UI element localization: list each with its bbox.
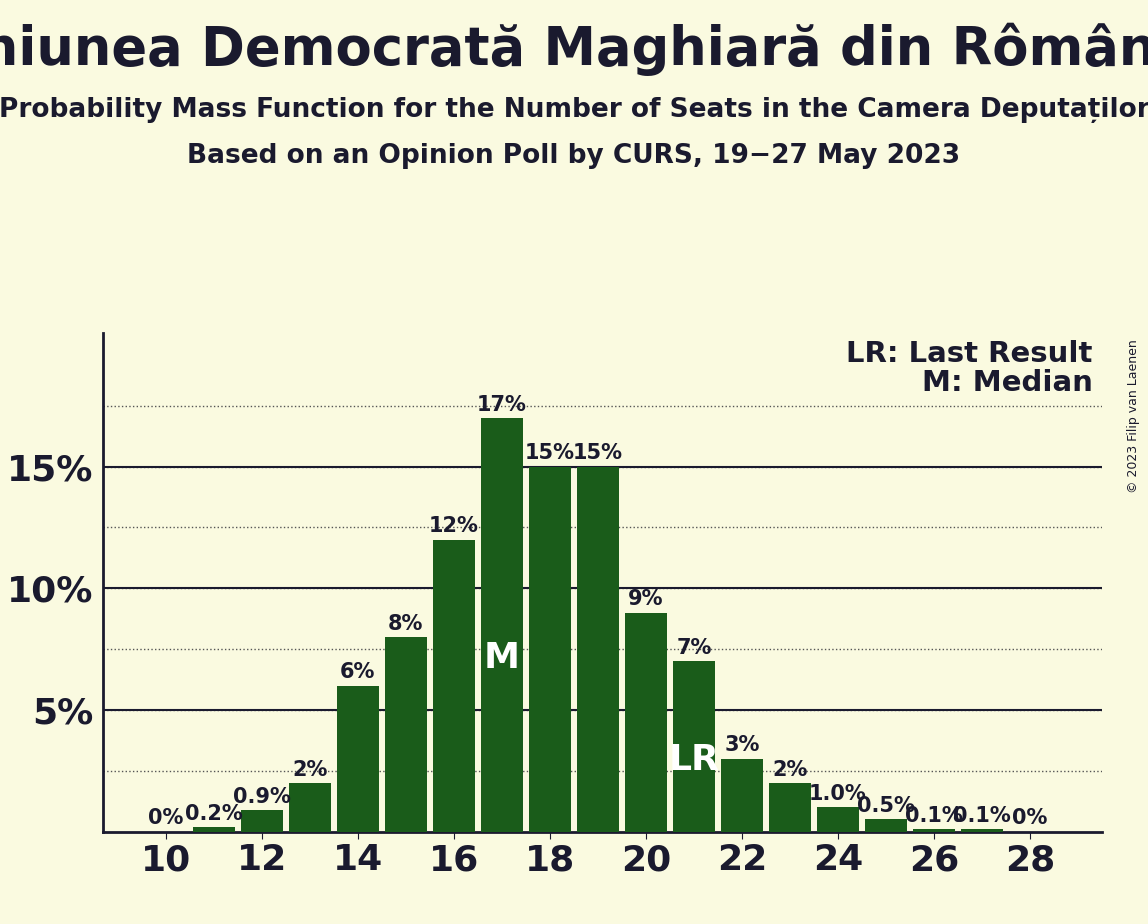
- Text: 7%: 7%: [676, 638, 712, 658]
- Text: 12%: 12%: [429, 517, 479, 536]
- Bar: [336, 686, 379, 832]
- Text: 0%: 0%: [148, 808, 184, 829]
- Text: 6%: 6%: [340, 663, 375, 683]
- Text: 1.0%: 1.0%: [809, 784, 867, 804]
- Text: LR: Last Result: LR: Last Result: [846, 340, 1093, 368]
- Text: © 2023 Filip van Laenen: © 2023 Filip van Laenen: [1127, 339, 1140, 492]
- Bar: [193, 827, 235, 832]
- Text: 0.1%: 0.1%: [905, 806, 963, 826]
- Bar: [241, 809, 282, 832]
- Text: 2%: 2%: [292, 760, 327, 780]
- Text: 17%: 17%: [476, 395, 527, 415]
- Text: 0.9%: 0.9%: [233, 786, 290, 807]
- Text: Probability Mass Function for the Number of Seats in the Camera Deputaților: Probability Mass Function for the Number…: [0, 97, 1148, 123]
- Bar: [864, 820, 907, 832]
- Bar: [529, 467, 571, 832]
- Bar: [625, 613, 667, 832]
- Bar: [576, 467, 619, 832]
- Text: Based on an Opinion Poll by CURS, 19−27 May 2023: Based on an Opinion Poll by CURS, 19−27 …: [187, 143, 961, 169]
- Text: 0.2%: 0.2%: [185, 804, 242, 823]
- Bar: [673, 662, 715, 832]
- Text: 0.5%: 0.5%: [858, 796, 915, 816]
- Bar: [913, 829, 955, 832]
- Text: LR: LR: [668, 743, 720, 777]
- Bar: [961, 829, 1003, 832]
- Text: Uniunea Democrată Maghiară din Rômânia: Uniunea Democrată Maghiară din Rômânia: [0, 23, 1148, 77]
- Text: M: M: [483, 641, 520, 675]
- Text: 15%: 15%: [525, 444, 575, 463]
- Bar: [433, 540, 475, 832]
- Text: 9%: 9%: [628, 590, 664, 610]
- Text: 0%: 0%: [1013, 808, 1048, 829]
- Text: 3%: 3%: [724, 736, 760, 756]
- Bar: [817, 808, 859, 832]
- Bar: [481, 418, 523, 832]
- Bar: [288, 783, 331, 832]
- Bar: [385, 637, 427, 832]
- Text: 8%: 8%: [388, 614, 424, 634]
- Text: M: Median: M: Median: [922, 370, 1093, 397]
- Text: 2%: 2%: [773, 760, 808, 780]
- Bar: [721, 759, 763, 832]
- Text: 0.1%: 0.1%: [953, 806, 1011, 826]
- Bar: [769, 783, 812, 832]
- Text: 15%: 15%: [573, 444, 623, 463]
